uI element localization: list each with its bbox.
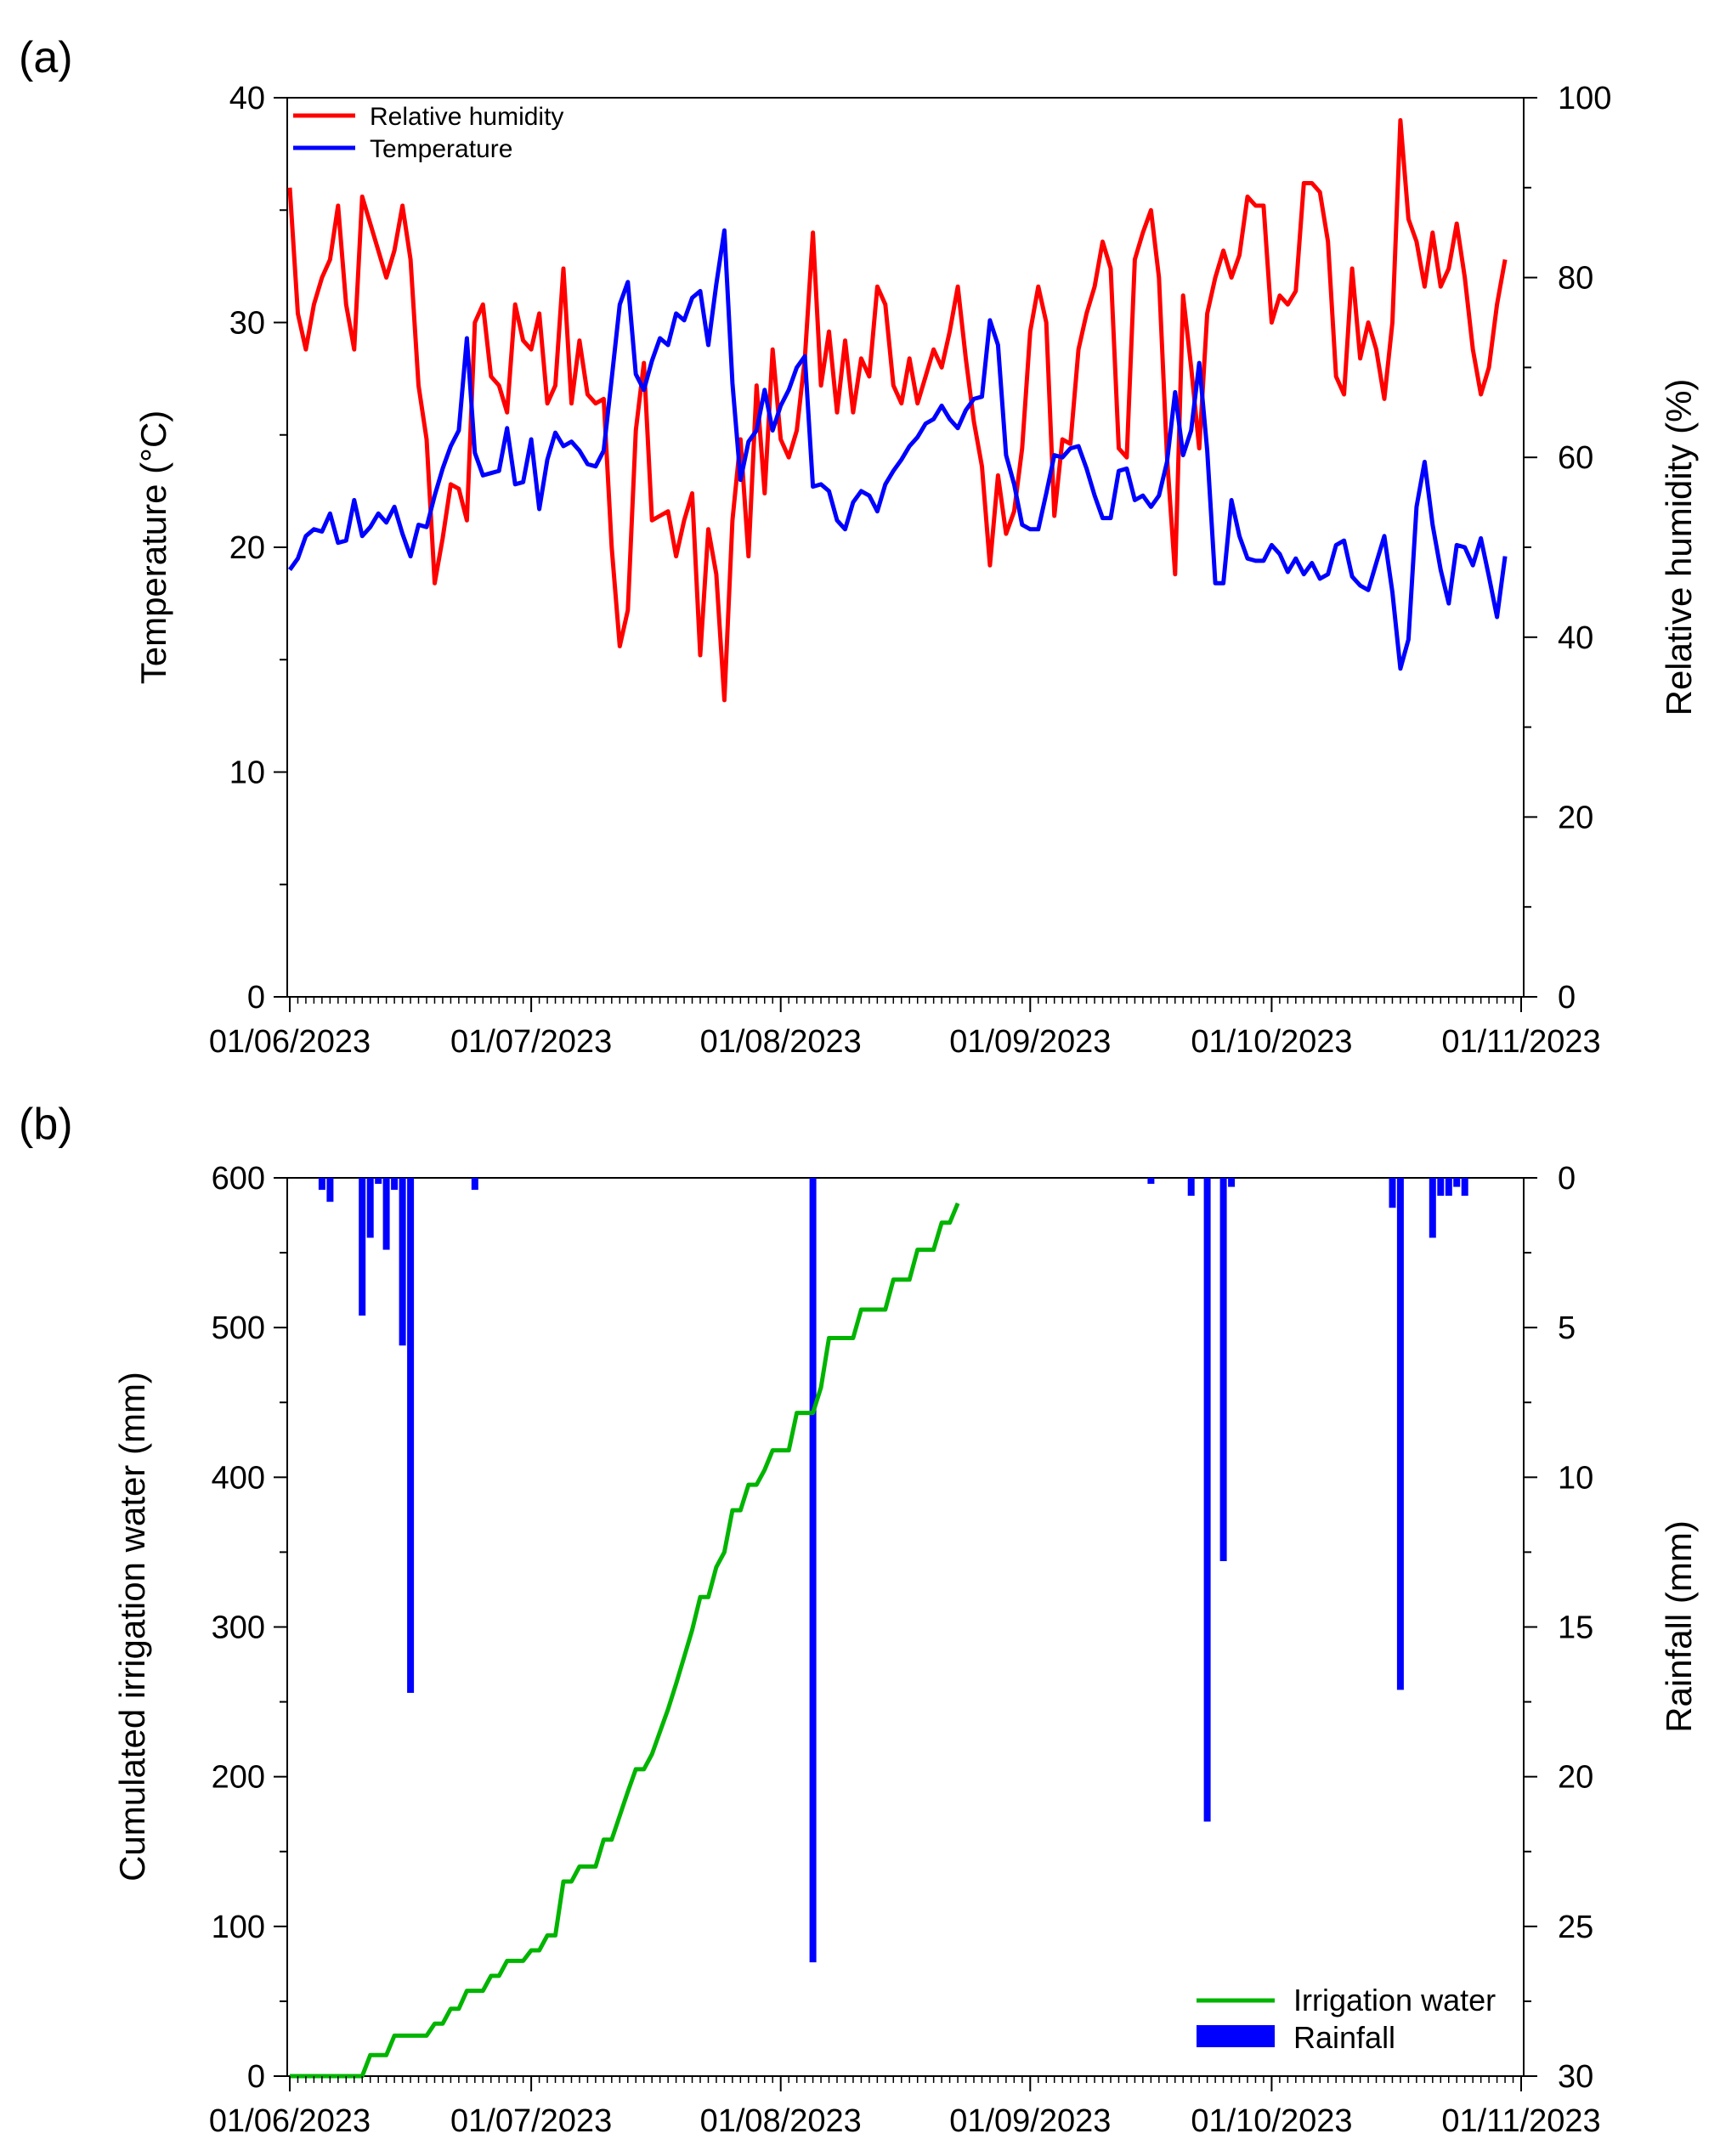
rainfall-bar	[471, 1178, 478, 1191]
rainfall-bar	[366, 1178, 374, 1238]
panel-b-legend: Irrigation water Rainfall	[1197, 1983, 1496, 2055]
humidity-line	[287, 118, 1508, 703]
date-tick-label: 01/11/2023	[1441, 2103, 1600, 2139]
irrigation-line	[290, 1202, 960, 2079]
panel-a-series	[287, 118, 1508, 703]
left-tick-label: 200	[212, 1760, 265, 1796]
rainfall-bar	[391, 1178, 399, 1191]
left-tick-label: 0	[247, 980, 265, 1016]
rainfall-bar	[382, 1178, 390, 1250]
rainfall-bar	[407, 1178, 415, 1693]
date-tick-label: 01/06/2023	[209, 1024, 371, 1060]
legend-label-temperature: Temperature	[370, 135, 512, 163]
date-tick-label: 01/08/2023	[700, 2103, 862, 2139]
left-tick-label: 10	[229, 755, 265, 791]
left-tick-label: 40	[229, 81, 265, 116]
panel-b-date-axis: 01/06/2023 01/07/2023 01/08/2023 01/09/2023…	[209, 2076, 1601, 2139]
date-tick-label: 01/11/2023	[1441, 1024, 1600, 1060]
date-tick-label: 01/09/2023	[949, 2103, 1111, 2139]
date-tick-label: 01/07/2023	[450, 2103, 612, 2139]
panel-a-left-axis-title: Temperature (°C)	[133, 410, 173, 685]
date-tick-label: 01/08/2023	[700, 1024, 862, 1060]
left-tick-label: 100	[212, 1910, 265, 1945]
left-tick-label: 30	[229, 306, 265, 342]
legend-swatch-rainfall	[1197, 2025, 1275, 2047]
right-tick-label: 100	[1558, 81, 1611, 116]
date-tick-label: 01/07/2023	[450, 1024, 612, 1060]
rainfall-bar	[1445, 1178, 1452, 1197]
left-tick-label: 600	[212, 1161, 265, 1197]
right-tick-label: 10	[1558, 1460, 1593, 1496]
right-tick-label: 15	[1558, 1610, 1593, 1646]
panel-b-label: (b)	[19, 1100, 73, 1149]
left-tick-label: 20	[229, 530, 265, 566]
date-tick-label: 01/06/2023	[209, 2103, 371, 2139]
rainfall-bar	[1396, 1178, 1404, 1690]
panel-b-left-axis-title: Cumulated irrigation water (mm)	[112, 1372, 152, 1882]
rainfall-bar	[1461, 1178, 1468, 1197]
right-tick-label: 5	[1558, 1310, 1576, 1346]
panel-a-label: (a)	[19, 33, 73, 82]
left-tick-label: 0	[247, 2059, 265, 2095]
date-tick-label: 01/10/2023	[1191, 1024, 1352, 1060]
panel-b-right-axis: 0 5 10 15 20 25 30	[1524, 1161, 1593, 2095]
rainfall-bar	[1228, 1178, 1236, 1187]
panel-a-right-axis-title: Relative humidity (%)	[1659, 379, 1699, 716]
panel-b-plot-frame	[286, 1177, 1525, 2077]
right-tick-label: 20	[1558, 1760, 1593, 1796]
rainfall-bar	[1389, 1178, 1396, 1208]
right-tick-label: 20	[1558, 800, 1593, 835]
right-tick-label: 0	[1558, 980, 1576, 1016]
panel-a-right-axis: 0 20 40 60 80 100	[1524, 81, 1611, 1016]
panel-a-left-axis: 0 10 20 30 40	[229, 81, 287, 1016]
panel-b: (b) 0 100 200 300 400 500 600 0 5 10 15 20 25 30 01/…	[19, 1100, 1699, 2139]
rainfall-bar	[1147, 1178, 1155, 1184]
right-tick-label: 30	[1558, 2059, 1593, 2095]
panel-b-rainfall-bars	[318, 1178, 1468, 1963]
left-tick-label: 500	[212, 1310, 265, 1346]
rainfall-bar	[809, 1178, 817, 1963]
left-tick-label: 300	[212, 1610, 265, 1646]
panel-b-irrigation-line	[290, 1202, 960, 2079]
rainfall-bar	[1453, 1178, 1461, 1187]
rainfall-bar	[326, 1178, 334, 1202]
left-tick-label: 400	[212, 1460, 265, 1496]
rainfall-bar	[318, 1178, 325, 1191]
rainfall-bar	[359, 1178, 366, 1316]
rainfall-bar	[1219, 1178, 1227, 1561]
date-tick-label: 01/09/2023	[949, 1024, 1111, 1060]
rainfall-bar	[1203, 1178, 1211, 1822]
legend-label-rainfall: Rainfall	[1293, 2020, 1395, 2055]
panel-b-left-axis: 0 100 200 300 400 500 600	[212, 1161, 287, 2095]
rainfall-bar	[1429, 1178, 1436, 1238]
right-tick-label: 60	[1558, 440, 1593, 476]
rainfall-bar	[399, 1178, 406, 1346]
rainfall-bar	[375, 1178, 382, 1184]
panel-b-right-axis-title: Rainfall (mm)	[1659, 1520, 1699, 1733]
right-tick-label: 80	[1558, 261, 1593, 297]
legend-label-humidity: Relative humidity	[370, 103, 563, 131]
panel-a-plot-frame	[286, 97, 1525, 998]
rainfall-bar	[1187, 1178, 1195, 1197]
panel-a-date-axis: 01/06/2023 01/07/2023 01/08/2023 01/09/2023…	[209, 997, 1601, 1060]
legend-label-irrigation: Irrigation water	[1293, 1983, 1496, 2017]
rainfall-bar	[1437, 1178, 1445, 1197]
date-tick-label: 01/10/2023	[1191, 2103, 1352, 2139]
temperature-line	[287, 228, 1508, 671]
right-tick-label: 0	[1558, 1161, 1576, 1197]
right-tick-label: 25	[1558, 1910, 1593, 1945]
right-tick-label: 40	[1558, 620, 1593, 656]
panel-a-legend: Relative humidity Temperature	[293, 103, 563, 163]
